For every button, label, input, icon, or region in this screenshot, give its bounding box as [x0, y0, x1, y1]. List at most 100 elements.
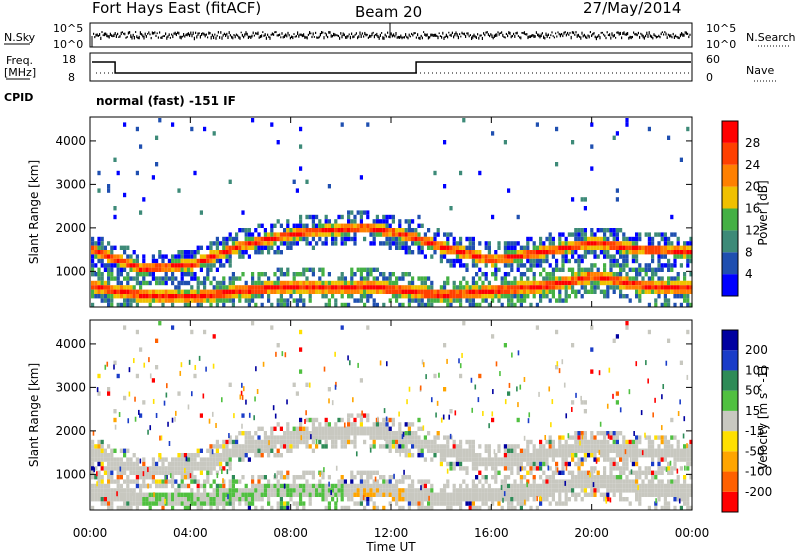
noise-point — [143, 35, 145, 40]
power-cell — [683, 272, 687, 277]
power-cell — [545, 289, 549, 294]
power-cell — [190, 267, 194, 272]
power-cell — [507, 294, 511, 299]
velocity-cell — [267, 483, 271, 489]
velocity-cell — [612, 393, 614, 399]
velocity-cell — [497, 492, 501, 497]
velocity-cell — [644, 435, 648, 440]
velocity-cell — [276, 439, 280, 445]
noise-point — [345, 36, 347, 39]
power-cell — [494, 276, 498, 281]
power-cell — [356, 228, 360, 233]
power-cell — [295, 285, 299, 290]
velocity-cell — [647, 466, 651, 471]
power-cell — [337, 285, 341, 290]
power-cell — [129, 298, 133, 303]
velocity-cell — [481, 461, 485, 467]
velocity-cell — [459, 505, 463, 511]
velocity-cell — [545, 448, 549, 453]
power-cell — [267, 232, 271, 237]
velocity-cell — [114, 424, 117, 430]
power-cell — [295, 289, 299, 294]
power-cell — [158, 254, 162, 259]
noise-point — [502, 33, 504, 37]
velocity-cell — [465, 466, 469, 471]
velocity-cell — [407, 505, 411, 511]
power-cell — [260, 272, 264, 277]
velocity-cell — [164, 466, 168, 471]
velocity-cell — [608, 367, 611, 373]
power-cell — [414, 232, 418, 237]
power-cell — [174, 263, 178, 268]
noise-point — [209, 31, 211, 35]
velocity-cell — [535, 453, 539, 458]
velocity-cell — [638, 435, 642, 440]
power-cell — [324, 219, 328, 224]
velocity-cell — [603, 492, 607, 497]
velocity-cell — [507, 492, 511, 497]
power-cell — [561, 258, 565, 264]
velocity-cell — [676, 475, 680, 480]
power-cell — [228, 294, 232, 299]
power-cell — [148, 302, 152, 308]
velocity-cell — [587, 492, 591, 497]
noise-point — [587, 34, 589, 37]
power-cell — [404, 250, 408, 255]
velocity-cell — [523, 492, 527, 497]
power-cell — [340, 285, 344, 290]
velocity-cell — [497, 461, 501, 467]
velocity-cell — [446, 483, 450, 489]
power-cell — [446, 241, 450, 246]
velocity-cell — [276, 343, 280, 348]
velocity-cell — [519, 505, 523, 511]
velocity-cell — [619, 483, 623, 489]
velocity-cell — [219, 483, 223, 489]
velocity-cell — [283, 501, 287, 506]
velocity-cell — [443, 492, 447, 497]
velocity-cell — [561, 448, 565, 453]
velocity-cell — [100, 488, 104, 493]
power-cell — [97, 285, 101, 290]
power-cell — [196, 250, 200, 255]
power-cell — [462, 294, 466, 299]
velocity-cell — [343, 444, 347, 449]
power-cell — [379, 241, 383, 246]
velocity-cell — [516, 457, 520, 462]
velocity-cell — [544, 434, 547, 440]
velocity-cell — [225, 492, 229, 497]
velocity-cell — [183, 461, 187, 467]
noise-point — [263, 34, 265, 37]
noise-point — [216, 34, 218, 37]
power-cell — [542, 276, 546, 281]
noise-point — [210, 36, 212, 40]
power-cell — [599, 272, 603, 277]
power-cell — [507, 272, 511, 277]
velocity-cell — [547, 465, 550, 471]
power-cell — [334, 285, 338, 290]
velocity-cell — [228, 435, 232, 440]
noise-point — [294, 35, 296, 38]
power-cell — [580, 276, 584, 281]
velocity-cell — [635, 435, 639, 440]
noise-panel: N.Sky 10^5 10^0 10^5 10^0 N.Search — [4, 22, 796, 51]
velocity-cell — [305, 410, 307, 416]
power-cell — [606, 294, 610, 299]
power-cell — [414, 228, 418, 233]
velocity-cell — [142, 400, 146, 405]
velocity-cell — [356, 426, 360, 431]
power-cell — [299, 228, 303, 233]
velocity-cell — [134, 396, 136, 402]
velocity-cell — [657, 479, 661, 484]
noise-point — [347, 35, 349, 38]
power-cell — [468, 298, 472, 303]
power-cell — [135, 276, 139, 281]
noise-point — [95, 33, 97, 37]
power-cell — [603, 272, 607, 277]
velocity-cell — [254, 488, 258, 493]
velocity-cell — [676, 444, 680, 449]
power-cell — [577, 280, 581, 286]
power-cell — [551, 294, 555, 299]
velocity-cell — [657, 470, 661, 475]
power-cell — [603, 241, 607, 246]
power-cell — [606, 245, 610, 250]
